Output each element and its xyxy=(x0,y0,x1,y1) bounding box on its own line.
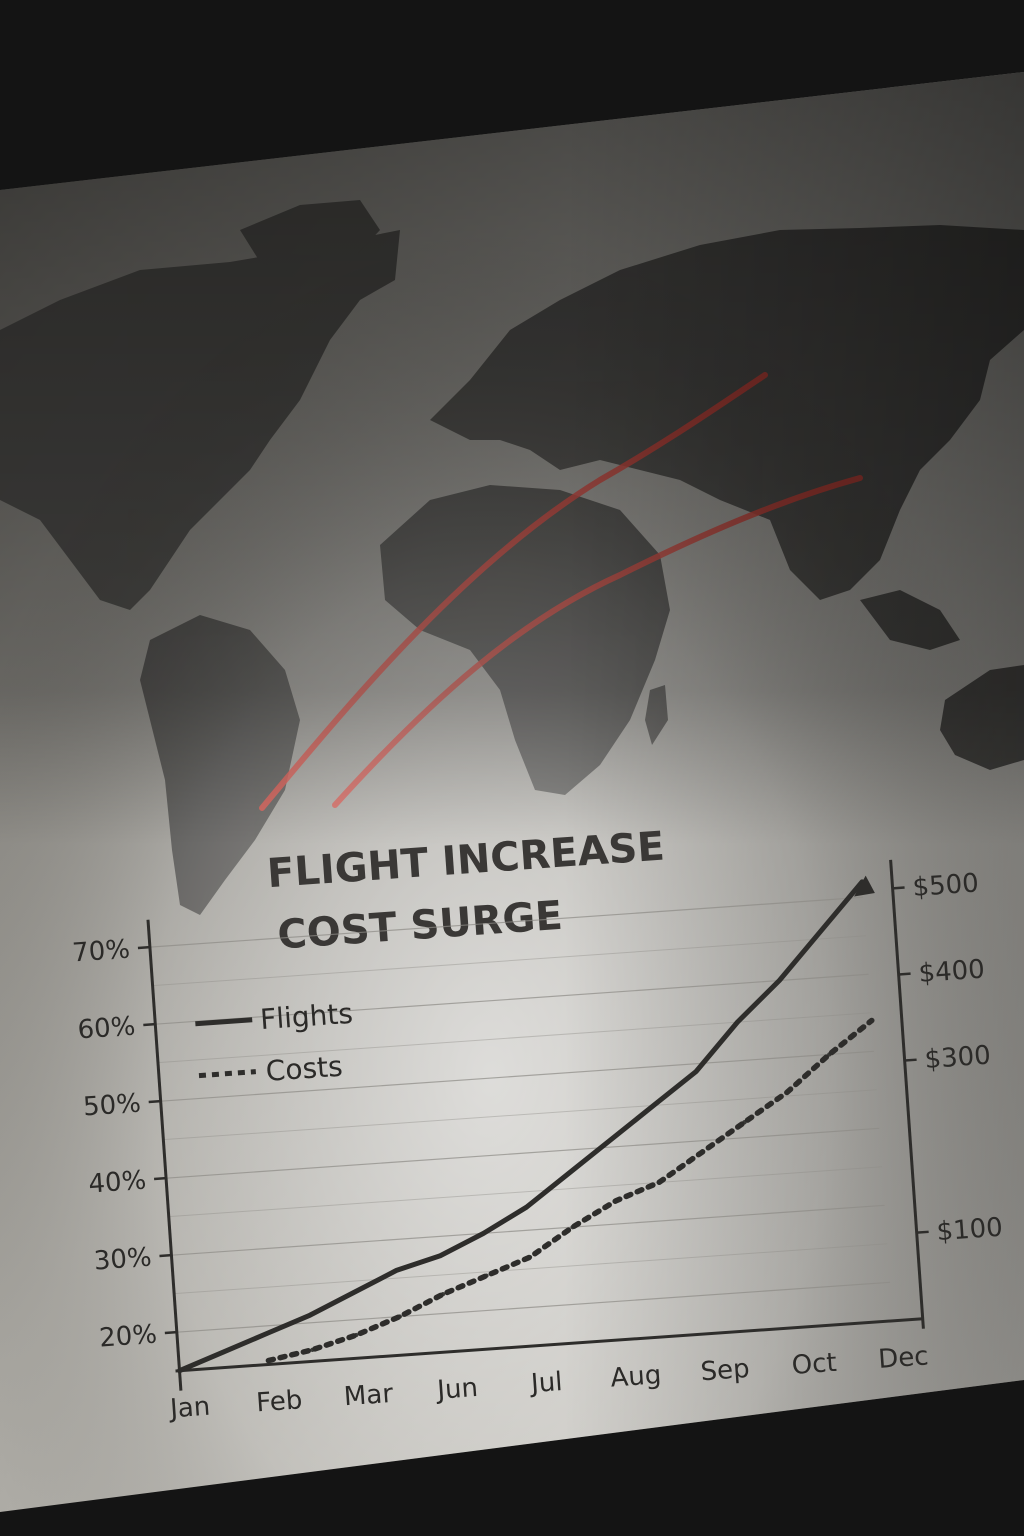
data-point-flights-12 xyxy=(693,1069,699,1074)
x-tick-label-dec: Dec xyxy=(877,1341,929,1374)
data-point-flights-8 xyxy=(524,1204,529,1210)
x-tick-label-sep: Sep xyxy=(700,1354,751,1387)
data-point-costs-2 xyxy=(354,1332,359,1338)
tick-labels: 70% 60% 50% 40% 30% 20% $500 $400 $300 $100 Jan Feb… xyxy=(71,868,1004,1425)
grid-line-1 xyxy=(155,973,869,1025)
grid-minor-line-3 xyxy=(157,1012,872,1064)
data-point-costs-9 xyxy=(656,1180,662,1185)
y-left-tick-2 xyxy=(148,1099,161,1104)
data-point-costs-1 xyxy=(310,1347,315,1352)
data-point-flights-3 xyxy=(307,1312,313,1318)
x-tick-label-aug: Aug xyxy=(610,1360,663,1393)
x-axis xyxy=(175,1317,923,1373)
grid-line-4 xyxy=(171,1204,885,1256)
data-point-flights-14 xyxy=(777,978,782,983)
data-point-flights-9 xyxy=(566,1171,572,1176)
data-point-flights-7 xyxy=(481,1231,486,1236)
grid-minor-line-4 xyxy=(152,935,866,987)
grid-minor-line-0 xyxy=(174,1243,888,1295)
y-right-tick-label-1: $400 xyxy=(918,954,986,989)
x-tick-label-jan: Jan xyxy=(167,1392,211,1425)
plot-area: 70% 60% 50% 40% 30% 20% $500 $400 $300 $100 Jan Feb… xyxy=(71,859,1004,1425)
data-point-costs-8 xyxy=(613,1198,618,1204)
x-tick-label-oct: Oct xyxy=(791,1348,838,1381)
data-point-flights-4 xyxy=(351,1290,356,1295)
y-axis-right xyxy=(889,859,925,1329)
data-point-costs-4 xyxy=(440,1292,446,1297)
y-left-tick-0 xyxy=(137,945,150,950)
y-right-tick-3 xyxy=(916,1230,929,1234)
data-point-costs-11 xyxy=(742,1120,747,1125)
y-left-tick-label-0: 70% xyxy=(71,935,131,969)
flights-arrow-head xyxy=(854,875,875,897)
y-left-tick-label-1: 60% xyxy=(77,1012,137,1046)
legend-swatch-flights xyxy=(195,1017,253,1027)
y-right-tick-label-3: $100 xyxy=(936,1213,1004,1248)
data-point-flights-13 xyxy=(735,1019,740,1025)
data-point-flights-15 xyxy=(818,928,823,934)
data-point-costs-5 xyxy=(484,1273,489,1278)
data-point-flights-11 xyxy=(651,1103,656,1108)
y-right-tick-1 xyxy=(898,972,911,976)
y-axis-left xyxy=(146,919,183,1391)
y-left-tick-label-3: 40% xyxy=(87,1166,147,1200)
y-right-tick-label-2: $300 xyxy=(924,1041,992,1076)
data-point-flights-6 xyxy=(438,1253,443,1258)
legend: Flights Costs xyxy=(195,997,354,1088)
data-point-costs-7 xyxy=(570,1224,575,1230)
axes xyxy=(137,859,929,1391)
legend-label-flights: Flights xyxy=(259,997,354,1036)
data-point-flights-0 xyxy=(177,1368,182,1373)
legend-swatch-costs xyxy=(198,1069,257,1079)
y-left-tick-5 xyxy=(164,1330,177,1335)
y-left-tick-label-2: 50% xyxy=(82,1089,142,1123)
x-tick-label-jun: Jun xyxy=(434,1373,479,1406)
y-left-tick-4 xyxy=(159,1253,172,1258)
data-point-flights-10 xyxy=(609,1137,614,1142)
grid-line-3 xyxy=(166,1127,880,1179)
y-right-tick-2 xyxy=(904,1058,917,1062)
grid-minor-line-2 xyxy=(163,1089,877,1141)
data-point-costs-0 xyxy=(266,1358,271,1363)
data-point-costs-14 xyxy=(869,1018,874,1023)
y-right-tick-0 xyxy=(892,886,905,890)
x-tick-label-jul: Jul xyxy=(528,1367,563,1399)
y-left-tick-1 xyxy=(143,1022,156,1027)
grid-lines xyxy=(149,896,891,1333)
x-tick-label-mar: Mar xyxy=(343,1379,394,1412)
y-right-tick-label-0: $500 xyxy=(912,868,980,903)
data-point-costs-6 xyxy=(527,1254,533,1260)
series-lines xyxy=(177,875,875,1374)
data-point-flights-1 xyxy=(220,1349,226,1355)
legend-label-costs: Costs xyxy=(265,1050,344,1088)
data-point-costs-12 xyxy=(784,1089,790,1095)
y-left-tick-label-5: 20% xyxy=(98,1320,158,1354)
data-point-flights-2 xyxy=(264,1331,269,1336)
grid-minor-line-1 xyxy=(168,1166,883,1218)
data-point-costs-13 xyxy=(827,1052,832,1057)
data-point-flights-5 xyxy=(394,1268,399,1273)
data-point-costs-3 xyxy=(397,1314,402,1319)
x-tick-label-feb: Feb xyxy=(255,1385,303,1418)
y-left-tick-label-4: 30% xyxy=(93,1243,153,1277)
y-left-tick-3 xyxy=(153,1176,167,1181)
grid-line-0 xyxy=(149,896,864,948)
grid-line-2 xyxy=(160,1050,874,1102)
data-point-costs-10 xyxy=(699,1150,705,1155)
